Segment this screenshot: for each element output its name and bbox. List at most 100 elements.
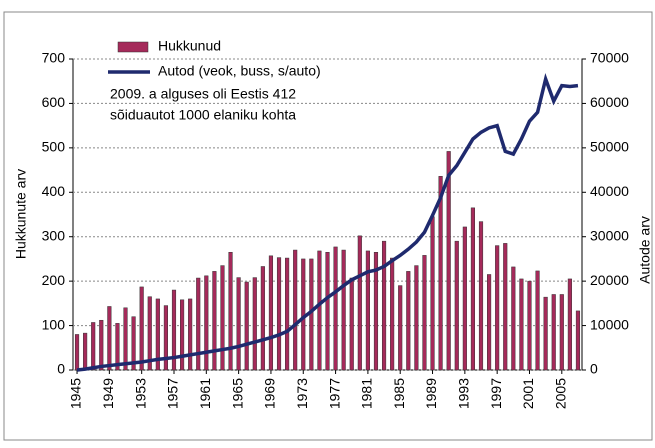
bar bbox=[470, 207, 475, 371]
bar bbox=[123, 307, 128, 371]
y-tick-label: 100 bbox=[42, 316, 66, 332]
bar bbox=[438, 176, 443, 371]
bar bbox=[99, 319, 104, 371]
annotation: 2009. a alguses oli Eestis 412 bbox=[110, 86, 296, 102]
bar bbox=[511, 266, 516, 371]
bar bbox=[381, 240, 387, 371]
x-tick-label: 1981 bbox=[359, 378, 375, 409]
legend-label: Autod (veok, buss, s/auto) bbox=[158, 63, 321, 79]
bar bbox=[115, 323, 120, 371]
bar bbox=[535, 270, 540, 371]
bar bbox=[171, 289, 177, 371]
bar bbox=[357, 235, 362, 371]
bar bbox=[147, 296, 152, 371]
y2-tick-label: 30000 bbox=[590, 227, 629, 243]
y2-tick-label: 50000 bbox=[590, 139, 629, 155]
bar bbox=[74, 334, 80, 371]
y2-tick-label: 70000 bbox=[590, 50, 629, 66]
bar bbox=[430, 216, 435, 371]
x-tick-label: 2001 bbox=[520, 378, 536, 409]
x-tick-label: 1973 bbox=[294, 378, 310, 409]
bar bbox=[527, 280, 532, 371]
bar bbox=[390, 257, 395, 371]
bar bbox=[107, 306, 112, 371]
bar bbox=[454, 240, 459, 371]
bar bbox=[220, 265, 225, 371]
bar bbox=[252, 277, 257, 371]
bar bbox=[83, 332, 88, 371]
bar bbox=[317, 250, 322, 371]
x-tick-label: 1989 bbox=[423, 378, 439, 409]
legend-label: Hukkunud bbox=[158, 38, 221, 54]
bar bbox=[365, 250, 370, 371]
y-tick-label: 200 bbox=[42, 272, 66, 288]
x-tick-label: 1969 bbox=[262, 378, 278, 409]
bar bbox=[398, 285, 403, 371]
bar bbox=[139, 286, 144, 371]
bar bbox=[293, 249, 298, 371]
bar bbox=[422, 255, 427, 371]
y2-tick-label: 40000 bbox=[590, 183, 629, 199]
bar bbox=[462, 226, 467, 371]
bar bbox=[196, 277, 201, 371]
legend-swatch bbox=[117, 41, 149, 53]
bar bbox=[236, 277, 241, 371]
bar bbox=[543, 296, 548, 371]
y-axis-label: Hukkunute arv bbox=[13, 169, 29, 259]
bar bbox=[244, 281, 249, 371]
bar bbox=[188, 298, 193, 371]
x-tick-label: 1985 bbox=[391, 378, 407, 409]
y-tick-label: 300 bbox=[42, 227, 66, 243]
bar bbox=[406, 271, 411, 371]
bar bbox=[212, 271, 217, 371]
bar bbox=[268, 255, 274, 371]
bar bbox=[487, 274, 492, 371]
y2-tick-label: 60000 bbox=[590, 94, 629, 110]
bar bbox=[180, 299, 185, 371]
bar bbox=[260, 266, 265, 371]
y2-tick-label: 20000 bbox=[590, 272, 629, 288]
bar bbox=[503, 243, 508, 371]
x-tick-label: 1957 bbox=[165, 378, 181, 409]
bar bbox=[349, 277, 354, 371]
x-tick-label: 1945 bbox=[68, 378, 84, 409]
bar bbox=[163, 305, 168, 371]
bar bbox=[155, 298, 160, 371]
bar bbox=[285, 257, 290, 371]
x-tick-label: 1993 bbox=[456, 378, 472, 409]
y2-axis-label: Autode arv bbox=[637, 216, 653, 284]
y2-tick-label: 0 bbox=[590, 361, 598, 377]
y-tick-label: 600 bbox=[42, 94, 66, 110]
bar bbox=[567, 278, 572, 371]
bar bbox=[373, 252, 379, 371]
line bbox=[76, 72, 579, 372]
x-tick-label: 1949 bbox=[100, 378, 116, 409]
bar bbox=[204, 275, 209, 371]
bar bbox=[333, 246, 338, 371]
y-tick-label: 700 bbox=[42, 50, 66, 66]
bar bbox=[341, 249, 346, 371]
y2-tick-label: 10000 bbox=[590, 316, 629, 332]
x-tick-label: 1953 bbox=[132, 378, 148, 409]
bar bbox=[495, 245, 500, 371]
bar bbox=[446, 151, 451, 371]
y-tick-label: 500 bbox=[42, 139, 66, 155]
y-tick-label: 400 bbox=[42, 183, 66, 199]
frame bbox=[3, 11, 653, 441]
bar bbox=[325, 252, 330, 371]
bar bbox=[91, 322, 96, 371]
x-tick-label: 1965 bbox=[229, 378, 245, 409]
bar bbox=[478, 221, 484, 371]
bar bbox=[276, 257, 282, 371]
bar bbox=[228, 252, 233, 371]
x-tick-label: 1961 bbox=[197, 378, 213, 409]
y-tick-label: 0 bbox=[57, 361, 65, 377]
bar bbox=[575, 310, 581, 371]
annotation: sõiduautot 1000 elaniku kohta bbox=[110, 107, 296, 123]
bar bbox=[414, 265, 419, 371]
x-tick-label: 1977 bbox=[326, 378, 342, 409]
bar bbox=[131, 316, 136, 371]
bar bbox=[551, 294, 556, 371]
bar bbox=[519, 278, 524, 371]
